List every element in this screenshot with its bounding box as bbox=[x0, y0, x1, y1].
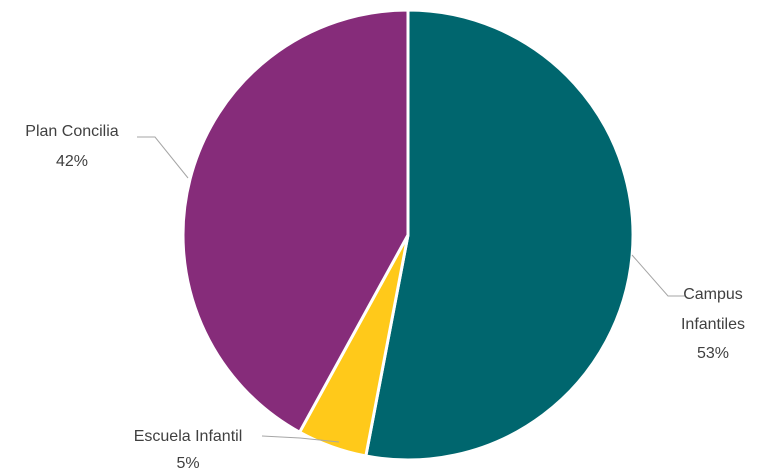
slice-percent-plan-concilia: 42% bbox=[56, 153, 88, 170]
pie-slice-campus-infantiles bbox=[364, 8, 635, 462]
leader-line-campus-infantiles bbox=[631, 254, 685, 297]
leader-line-escuela-infantil bbox=[261, 435, 340, 443]
pie-slice-plan-concilia bbox=[181, 8, 410, 434]
slice-percent-escuela-infantil: 5% bbox=[176, 455, 199, 470]
leader-line-plan-concilia bbox=[137, 136, 189, 179]
slice-label-campus-infantiles-line1: Campus bbox=[683, 286, 743, 303]
slice-label-escuela-infantil: Escuela Infantil bbox=[134, 428, 243, 445]
slice-percent-campus-infantiles: 53% bbox=[697, 345, 729, 362]
pie-slices bbox=[181, 8, 635, 462]
slice-label-campus-infantiles-line2: Infantiles bbox=[681, 316, 745, 333]
slice-label-plan-concilia: Plan Concilia bbox=[25, 123, 118, 140]
leader-lines bbox=[137, 136, 685, 443]
